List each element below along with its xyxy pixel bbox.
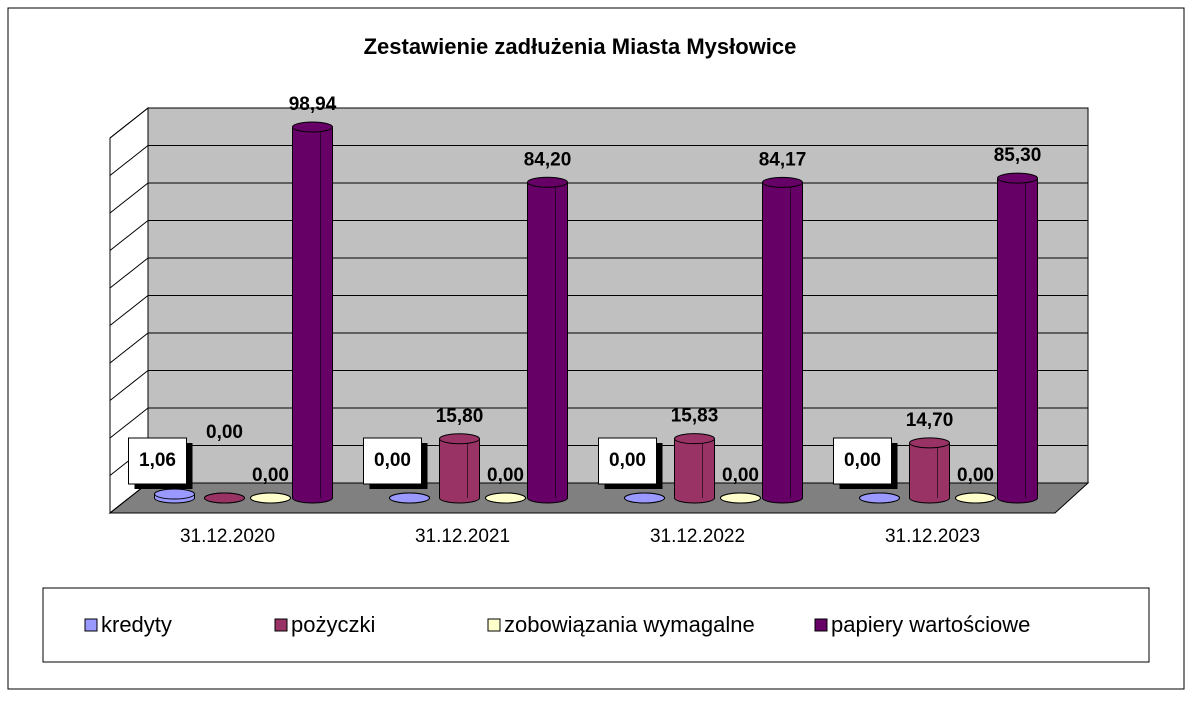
x-tick-label: 31.12.2020 bbox=[180, 526, 275, 547]
data-label: 15,80 bbox=[436, 406, 484, 427]
data-label: 84,17 bbox=[759, 149, 807, 170]
bar-top bbox=[154, 488, 195, 500]
bar-cover bbox=[440, 438, 479, 498]
bar-top bbox=[762, 176, 803, 188]
label-box bbox=[128, 437, 187, 485]
legend-swatch bbox=[814, 618, 828, 632]
bar-cover bbox=[763, 182, 802, 499]
grid-line-side bbox=[109, 182, 149, 214]
bar-top bbox=[859, 492, 900, 504]
bar-top bbox=[389, 492, 430, 504]
data-label: 0,00 bbox=[722, 465, 759, 486]
data-label: 0,00 bbox=[206, 422, 243, 443]
grid-line-side bbox=[109, 220, 149, 251]
grid-line-side bbox=[109, 145, 149, 176]
legend-box bbox=[42, 587, 1150, 663]
bar-cover bbox=[528, 182, 567, 498]
grid-line-side bbox=[109, 107, 149, 139]
legend-label: zobowiązania wymagalne bbox=[504, 612, 755, 637]
data-label: 0,00 bbox=[609, 450, 646, 471]
data-label: 1,06 bbox=[139, 450, 176, 471]
bar-top bbox=[485, 492, 526, 504]
data-label: 0,00 bbox=[487, 465, 524, 486]
bar-cover bbox=[675, 438, 714, 498]
label-box bbox=[598, 437, 657, 485]
x-tick-label: 31.12.2021 bbox=[415, 526, 510, 547]
bar-top bbox=[250, 492, 291, 504]
grid-line-side bbox=[109, 257, 149, 289]
bar-top bbox=[204, 492, 245, 504]
grid-line-side bbox=[109, 295, 149, 326]
data-label: 0,00 bbox=[844, 450, 881, 471]
bar-top bbox=[624, 492, 665, 504]
x-tick-label: 31.12.2022 bbox=[650, 526, 745, 547]
data-label: 84,20 bbox=[524, 149, 572, 170]
label-box bbox=[833, 437, 892, 485]
bar-top bbox=[439, 433, 480, 445]
chart-title: Zestawienie zadłużenia Miasta Mysłowice bbox=[364, 34, 797, 59]
bar-top bbox=[674, 433, 715, 445]
bar-top bbox=[997, 172, 1038, 184]
grid-line-side bbox=[109, 407, 149, 439]
data-label: 0,00 bbox=[957, 465, 994, 486]
legend-swatch bbox=[274, 618, 288, 632]
bar-top bbox=[909, 437, 950, 449]
bar-top bbox=[720, 492, 761, 504]
data-label: 0,00 bbox=[252, 465, 289, 486]
legend-swatch bbox=[84, 618, 98, 632]
data-label: 85,30 bbox=[994, 145, 1042, 166]
grid-line-side bbox=[109, 370, 149, 401]
data-label: 0,00 bbox=[374, 450, 411, 471]
legend-label: pożyczki bbox=[291, 612, 375, 637]
bar-cover bbox=[293, 126, 332, 498]
data-label: 15,83 bbox=[671, 406, 719, 427]
x-tick-label: 31.12.2023 bbox=[885, 526, 980, 547]
bar-top bbox=[527, 176, 568, 188]
data-label: 98,94 bbox=[289, 94, 337, 115]
legend-swatch bbox=[487, 618, 501, 632]
legend-label: papiery wartościowe bbox=[831, 612, 1030, 637]
grid-line-side bbox=[109, 332, 149, 364]
bar-top bbox=[955, 492, 996, 504]
label-box bbox=[363, 437, 422, 485]
legend-label: kredyty bbox=[101, 612, 172, 637]
data-label: 14,70 bbox=[906, 410, 954, 431]
bar-cover bbox=[910, 442, 949, 498]
bar-cover bbox=[998, 178, 1037, 498]
bar-top bbox=[292, 121, 333, 133]
